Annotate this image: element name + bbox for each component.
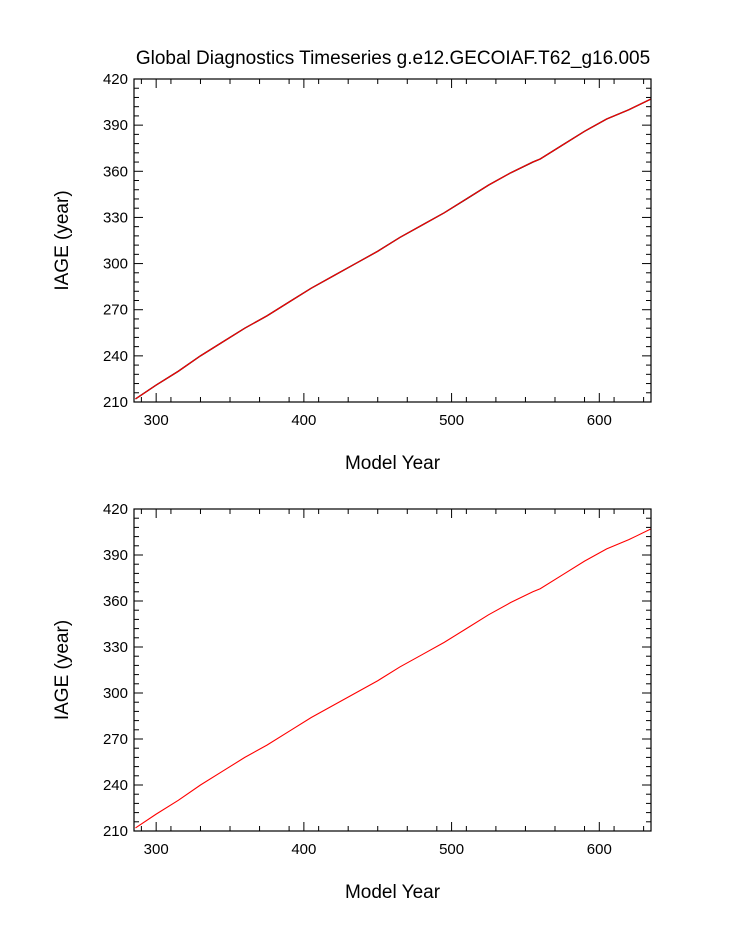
series-line-1 bbox=[135, 98, 652, 400]
y-tick-label: 240 bbox=[103, 777, 128, 794]
y-tick-label: 360 bbox=[103, 593, 128, 610]
y-tick-label: 390 bbox=[103, 547, 128, 564]
y-axis-label: IAGE (year) bbox=[52, 620, 73, 720]
y-tick-label: 420 bbox=[103, 501, 128, 518]
y-tick-label: 300 bbox=[103, 685, 128, 702]
x-tick-label: 500 bbox=[439, 841, 464, 858]
y-axis-label: IAGE (year) bbox=[52, 190, 73, 290]
panel-bottom: 210 240 270 300 330 360 390 420 300 400 500 600 Mode… bbox=[52, 501, 652, 903]
plot-frame bbox=[133, 508, 652, 832]
y-tick-label: 420 bbox=[103, 71, 128, 88]
x-tick-label: 600 bbox=[587, 412, 612, 429]
y-tick-label: 390 bbox=[103, 117, 128, 134]
y-tick-label: 210 bbox=[103, 823, 128, 840]
x-axis-label: Model Year bbox=[345, 882, 441, 903]
x-tick-label: 600 bbox=[587, 841, 612, 858]
y-tick-label: 210 bbox=[103, 394, 128, 411]
x-tick-label: 400 bbox=[291, 412, 316, 429]
plot-frame bbox=[133, 78, 652, 403]
x-tick-label: 300 bbox=[144, 412, 169, 429]
panel-top: 210 240 270 300 330 360 390 420 300 400 500 600 Mode… bbox=[52, 71, 652, 474]
y-tick-label: 270 bbox=[103, 731, 128, 748]
x-tick-label: 400 bbox=[291, 841, 316, 858]
chart-title: Global Diagnostics Timeseries g.e12.GECO… bbox=[136, 48, 650, 69]
y-tick-label: 240 bbox=[103, 348, 128, 365]
x-axis-label: Model Year bbox=[345, 453, 441, 474]
y-tick-label: 330 bbox=[103, 639, 128, 656]
x-tick-label: 300 bbox=[144, 841, 169, 858]
y-tick-label: 330 bbox=[103, 209, 128, 226]
y-tick-label: 300 bbox=[103, 256, 128, 273]
y-tick-label: 360 bbox=[103, 163, 128, 180]
series-line-0 bbox=[135, 98, 652, 400]
x-tick-label: 500 bbox=[439, 412, 464, 429]
series-line-0 bbox=[135, 528, 652, 829]
y-tick-label: 270 bbox=[103, 302, 128, 319]
